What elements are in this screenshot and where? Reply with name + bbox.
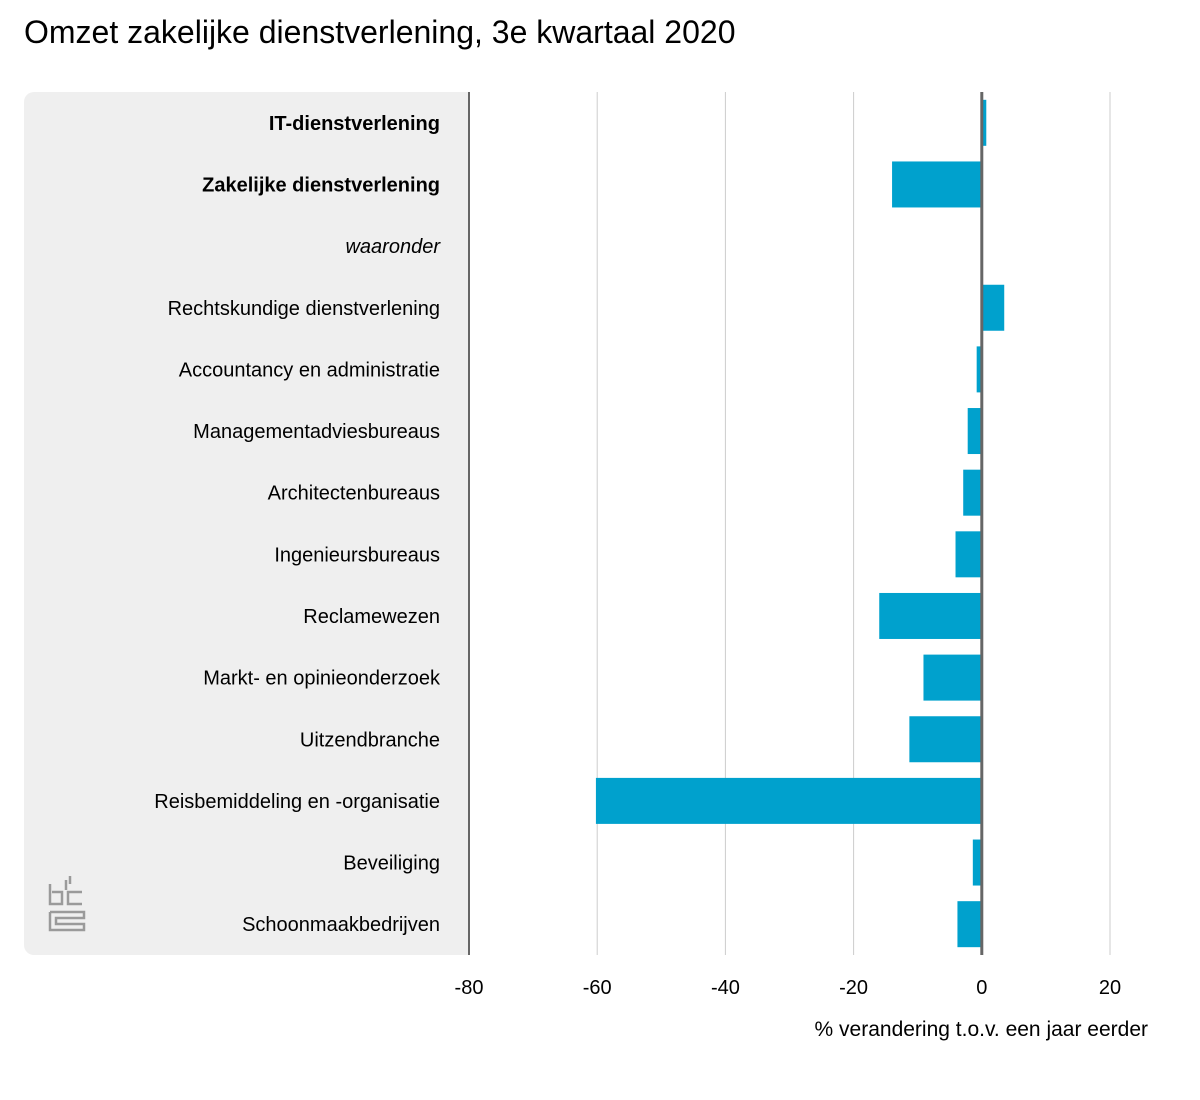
bar: [595, 777, 982, 824]
x-tick-label: -20: [839, 977, 868, 999]
gridlines: [596, 92, 1111, 955]
bar: [879, 592, 982, 639]
category-label: Zakelijke dienstverlening: [202, 174, 440, 196]
category-label: Rechtskundige dienstverlening: [168, 298, 440, 320]
x-tick-label: 20: [1099, 977, 1121, 999]
category-label: Schoonmaakbedrijven: [242, 914, 440, 936]
x-tick-label: -80: [455, 977, 484, 999]
x-tick-labels: -80 -60 -40 -20 0 20: [455, 977, 1122, 999]
category-label: Accountancy en administratie: [179, 359, 440, 381]
category-label: Beveiliging: [343, 853, 440, 875]
category-label: Reisbemiddeling en -organisatie: [154, 791, 440, 813]
category-label-panel: [24, 92, 468, 955]
category-label: Architectenbureaus: [268, 483, 440, 505]
bar: [981, 284, 1005, 331]
bar: [923, 654, 982, 701]
category-label: waaronder: [345, 236, 441, 258]
bar: [909, 716, 982, 763]
category-label: IT-dienstverlening: [269, 113, 440, 135]
axes: [468, 92, 984, 955]
bar: [963, 469, 982, 516]
bar: [967, 408, 982, 455]
category-label: Ingenieursbureaus: [274, 544, 440, 566]
chart-title: Omzet zakelijke dienstverlening, 3e kwar…: [24, 14, 736, 50]
category-label: Managementadviesbureaus: [193, 421, 440, 443]
bar: [892, 161, 982, 208]
x-axis-title: % verandering t.o.v. een jaar eerder: [815, 1018, 1148, 1041]
category-label: Uitzendbranche: [300, 729, 440, 751]
x-tick-label: -60: [583, 977, 612, 999]
bar: [957, 901, 982, 948]
bars: [595, 99, 1005, 948]
category-labels: IT-dienstverlening Zakelijke dienstverlen…: [154, 113, 441, 936]
cbs-logo-icon: [48, 876, 86, 932]
bar: [976, 346, 982, 393]
category-label: Markt- en opinieonderzoek: [203, 668, 441, 690]
bar: [981, 99, 987, 146]
x-tick-label: -40: [711, 977, 740, 999]
category-label: Reclamewezen: [303, 606, 440, 628]
bar: [955, 531, 982, 578]
bar: [972, 839, 982, 886]
x-tick-label: 0: [976, 977, 987, 999]
